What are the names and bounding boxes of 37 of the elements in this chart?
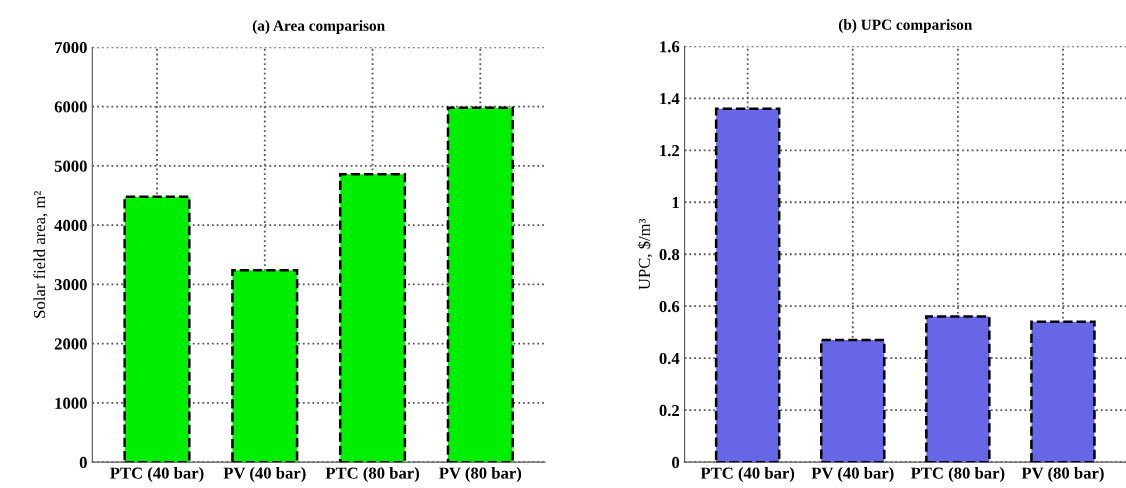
bar xyxy=(1030,320,1096,463)
bar xyxy=(714,107,781,463)
bar xyxy=(231,268,299,463)
bar xyxy=(123,195,191,463)
y-tick-label: 0 xyxy=(672,456,680,469)
bar xyxy=(925,315,991,463)
x-tick-label: PTC (80 bar) xyxy=(910,467,1005,483)
y-axis-title: UPC, $/m³ xyxy=(637,218,653,290)
y-tick-label: 7000 xyxy=(55,42,87,54)
x-tick-label: PTC (40 bar) xyxy=(110,467,204,483)
y-tick-label: 1 xyxy=(672,197,679,209)
y-tick-label: 0.6 xyxy=(659,300,680,313)
y-tick-label: 1.2 xyxy=(660,145,680,157)
y-tick-label: 0.2 xyxy=(659,404,680,417)
y-tick-label: 0.8 xyxy=(659,248,680,261)
x-tick-label: PTC (40 bar) xyxy=(700,467,795,483)
x-tick-label: PV (80 bar) xyxy=(439,467,522,483)
y-tick-label: 1.4 xyxy=(660,93,680,105)
y-tick-label: 5000 xyxy=(54,160,87,172)
y-tick-label: 0 xyxy=(79,456,87,469)
bar xyxy=(446,106,514,463)
x-tick-label: PV (40 bar) xyxy=(223,467,306,483)
bar xyxy=(819,338,886,463)
y-tick-label: 1000 xyxy=(55,397,87,409)
y-tick-label: 1.6 xyxy=(660,41,680,53)
y-axis-title: Solar field area, m² xyxy=(33,191,48,318)
x-tick-label: PV (80 bar) xyxy=(1021,467,1104,483)
chart-title: (a) Area comparison xyxy=(252,20,385,34)
y-tick-label: 0.4 xyxy=(659,352,680,365)
y-tick-label: 4000 xyxy=(54,219,87,232)
y-tick-label: 6000 xyxy=(54,101,87,113)
chart-title: (b) UPC comparison xyxy=(838,19,973,33)
y-tick-label: 3000 xyxy=(54,279,87,291)
bar xyxy=(338,172,407,463)
x-tick-label: PV (40 bar) xyxy=(811,467,894,483)
y-tick-label: 2000 xyxy=(54,338,87,350)
x-tick-label: PTC (80 bar) xyxy=(325,467,420,483)
